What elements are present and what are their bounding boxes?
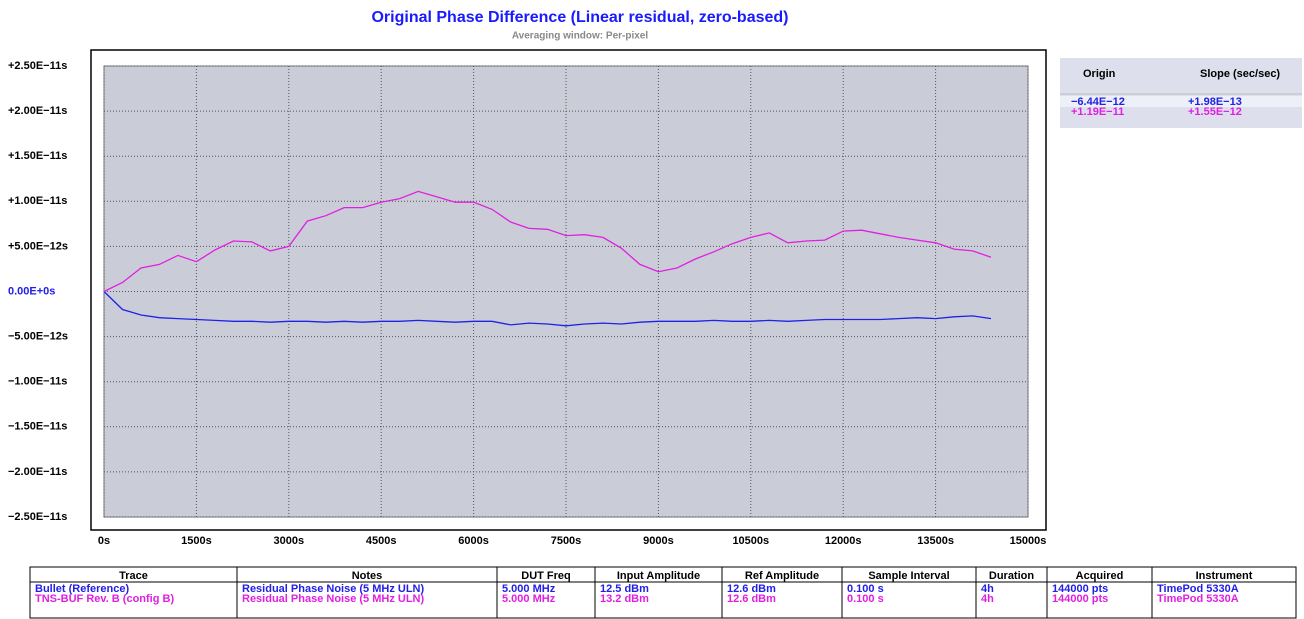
- stats-value: −6.44E−12: [1071, 96, 1125, 108]
- table-header: Sample Interval: [868, 570, 949, 582]
- table-cell: Residual Phase Noise (5 MHz ULN): [242, 593, 424, 605]
- table-header: Ref Amplitude: [745, 570, 819, 582]
- table-header: Acquired: [1076, 570, 1124, 582]
- table-cell: TimePod 5330A: [1157, 593, 1239, 605]
- x-tick-label: 3000s: [274, 535, 305, 547]
- table-cell: 12.5 dBm: [600, 583, 649, 595]
- y-tick-label: +2.50E−11s: [8, 60, 67, 72]
- table-cell: 5.000 MHz: [502, 583, 556, 595]
- table-frame: [29, 566, 1297, 619]
- table-cell: 4h: [981, 593, 994, 605]
- table-cell: Bullet (Reference): [35, 583, 129, 595]
- x-tick-label: 12000s: [825, 535, 862, 547]
- y-tick-label: −2.00E−11s: [8, 466, 67, 478]
- stats-row-band: [1060, 96, 1302, 107]
- stats-header: Slope (sec/sec): [1200, 68, 1280, 80]
- series-line: [103, 190, 992, 293]
- x-tick-label: 15000s: [1010, 535, 1047, 547]
- table-header: DUT Freq: [521, 570, 571, 582]
- table-cell: 12.6 dBm: [727, 593, 776, 605]
- stats-value: +1.55E−12: [1188, 106, 1242, 118]
- table-cell: 0.100 s: [847, 583, 884, 595]
- x-tick-label: 9000s: [643, 535, 674, 547]
- table-header: Instrument: [1196, 570, 1253, 582]
- y-tick-label: +1.50E−11s: [8, 150, 67, 162]
- chart-title: Original Phase Difference (Linear residu…: [371, 9, 788, 26]
- table-header: Notes: [352, 570, 383, 582]
- y-tick-label: −1.50E−11s: [8, 421, 67, 433]
- stats-value: +1.19E−11: [1071, 106, 1124, 118]
- x-tick-label: 0s: [98, 535, 110, 547]
- table-cell: TimePod 5330A: [1157, 583, 1239, 595]
- table-cell: Residual Phase Noise (5 MHz ULN): [242, 583, 424, 595]
- stats-header: Origin: [1083, 68, 1116, 80]
- y-tick-label: 0.00E+0s: [8, 285, 55, 297]
- y-tick-label: −1.00E−11s: [8, 376, 67, 388]
- x-tick-label: 1500s: [181, 535, 212, 547]
- table-header: Duration: [989, 570, 1035, 582]
- x-tick-label: 7500s: [551, 535, 582, 547]
- y-tick-label: +2.00E−11s: [8, 105, 67, 117]
- table-cell: TNS-BUF Rev. B (config B): [35, 593, 174, 605]
- table-cell: 144000 pts: [1052, 583, 1108, 595]
- y-tick-label: +5.00E−12s: [8, 240, 68, 252]
- x-tick-label: 13500s: [917, 535, 954, 547]
- table-cell: 5.000 MHz: [502, 593, 556, 605]
- x-tick-label: 6000s: [458, 535, 489, 547]
- chart-subtitle: Averaging window: Per-pixel: [512, 31, 649, 42]
- table-header: Input Amplitude: [617, 570, 700, 582]
- x-tick-label: 4500s: [366, 535, 397, 547]
- stats-value: +1.98E−13: [1188, 96, 1242, 108]
- stats-box: [1060, 58, 1302, 128]
- y-tick-label: −5.00E−12s: [8, 331, 68, 343]
- table-cell: 144000 pts: [1052, 593, 1108, 605]
- y-tick-label: +1.00E−11s: [8, 195, 67, 207]
- table-cell: 12.6 dBm: [727, 583, 776, 595]
- series-line: [103, 291, 992, 327]
- x-tick-label: 10500s: [732, 535, 769, 547]
- table-cell: 13.2 dBm: [600, 593, 649, 605]
- table-cell: 0.100 s: [847, 593, 884, 605]
- table-header: Trace: [119, 570, 148, 582]
- y-tick-label: −2.50E−11s: [8, 511, 67, 523]
- table-cell: 4h: [981, 583, 994, 595]
